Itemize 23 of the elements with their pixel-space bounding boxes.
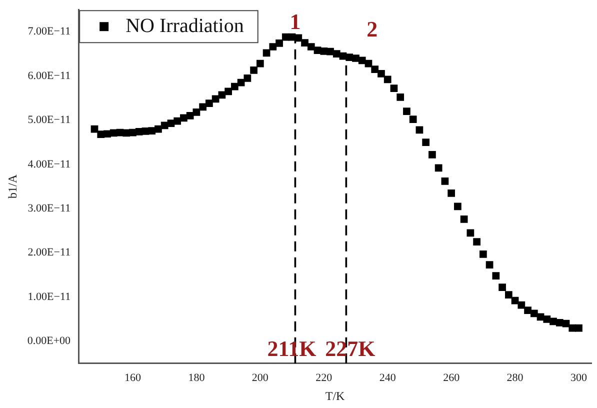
y-axis-title: b1/A xyxy=(5,174,20,198)
annotation: 1 xyxy=(290,9,301,34)
y-tick-label: 1.00E−11 xyxy=(28,290,71,303)
x-tick-label: 200 xyxy=(252,372,269,384)
y-tick-label: 2.00E−11 xyxy=(28,246,71,259)
annotation: 2 xyxy=(366,16,378,42)
legend-label: NO Irradiation xyxy=(126,14,244,37)
y-tick-label: 5.00E−11 xyxy=(28,114,71,126)
x-tick-label: 280 xyxy=(506,372,524,384)
x-tick-label: 260 xyxy=(443,372,460,384)
x-axis-title: T/K xyxy=(325,388,346,403)
y-tick-label: 6.00E−11 xyxy=(28,70,71,82)
x-tick-label: 160 xyxy=(124,372,142,384)
y-tick-label: 0.00E+00 xyxy=(27,335,72,348)
y-tick-label: 7.00E−11 xyxy=(28,26,71,38)
x-tick-label: 220 xyxy=(316,372,333,384)
y-tick-label: 4.00E−11 xyxy=(28,158,71,170)
x-tick-label: 300 xyxy=(570,372,588,384)
x-tick-label: 180 xyxy=(188,372,206,384)
ref-line-label: 227K xyxy=(325,336,376,362)
y-tick-label: 3.00E−11 xyxy=(28,202,71,215)
ref-line-label: 211K xyxy=(267,336,316,362)
x-tick-label: 240 xyxy=(379,372,396,384)
